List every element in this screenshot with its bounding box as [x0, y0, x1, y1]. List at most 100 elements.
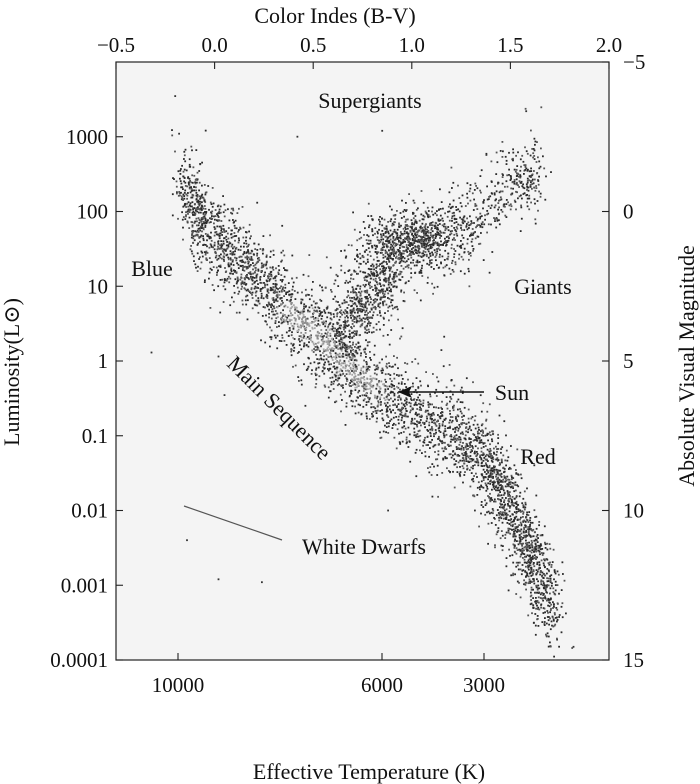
data-point	[266, 288, 269, 291]
data-point	[517, 504, 519, 506]
data-point	[192, 230, 195, 232]
data-point	[307, 309, 309, 312]
data-point	[491, 499, 493, 501]
data-point	[408, 250, 411, 252]
data-point	[525, 571, 528, 574]
data-point	[280, 289, 283, 292]
data-point	[444, 457, 447, 460]
data-point	[345, 369, 347, 372]
data-point	[520, 473, 522, 476]
data-point	[437, 380, 440, 383]
data-point	[314, 324, 317, 326]
data-point	[554, 623, 557, 626]
data-point	[182, 238, 184, 241]
data-point	[502, 466, 505, 469]
data-point	[383, 273, 386, 276]
data-point	[388, 266, 391, 269]
data-point	[493, 471, 496, 474]
data-point	[443, 419, 446, 421]
data-point	[339, 344, 341, 346]
data-point	[253, 242, 256, 245]
data-point	[320, 329, 323, 331]
data-point	[405, 228, 407, 230]
data-point	[496, 531, 499, 533]
data-point	[534, 557, 537, 560]
data-point	[286, 321, 289, 323]
data-point	[507, 499, 510, 502]
data-point	[276, 326, 278, 328]
data-point	[460, 423, 463, 426]
data-point	[532, 569, 535, 571]
data-point	[232, 259, 234, 262]
data-point	[280, 260, 283, 263]
data-point	[204, 244, 207, 246]
data-point	[471, 450, 473, 452]
data-point	[429, 244, 431, 246]
data-point	[350, 277, 352, 280]
data-point	[479, 441, 482, 444]
data-point	[392, 307, 394, 310]
data-point	[409, 230, 412, 233]
data-point	[182, 205, 185, 208]
data-point	[382, 304, 385, 307]
data-point	[444, 456, 447, 458]
data-point	[314, 310, 317, 313]
data-point	[432, 292, 434, 295]
data-point	[299, 313, 301, 316]
data-point	[376, 368, 379, 371]
data-point	[515, 552, 518, 555]
data-point	[451, 262, 453, 264]
data-point	[414, 215, 417, 217]
data-point	[306, 293, 309, 296]
data-point	[503, 494, 505, 496]
data-point	[454, 438, 456, 440]
data-point	[365, 339, 367, 342]
data-point	[429, 466, 432, 468]
data-point	[496, 457, 499, 459]
data-point	[502, 514, 505, 517]
data-point	[322, 366, 325, 369]
data-point	[326, 341, 329, 344]
data-point	[384, 249, 387, 252]
data-point	[390, 380, 393, 383]
data-point	[383, 391, 386, 394]
data-point	[229, 257, 232, 260]
data-point	[497, 459, 500, 461]
data-point	[364, 313, 366, 316]
data-point	[216, 248, 219, 251]
data-point	[392, 365, 394, 368]
data-point	[188, 216, 191, 219]
data-point	[303, 344, 306, 346]
data-point	[262, 306, 265, 308]
data-point	[397, 391, 399, 394]
data-point	[412, 217, 415, 220]
data-point	[336, 361, 339, 364]
data-point	[484, 458, 487, 461]
data-point	[231, 296, 233, 299]
data-point	[193, 239, 196, 242]
data-point	[217, 214, 219, 217]
data-point	[409, 411, 411, 414]
data-point	[527, 521, 530, 523]
data-point	[388, 254, 390, 257]
data-point	[365, 372, 367, 374]
data-point	[535, 556, 537, 558]
data-point	[483, 464, 486, 467]
data-point	[361, 255, 364, 258]
data-point	[268, 312, 270, 315]
data-point	[456, 419, 458, 422]
data-point	[203, 251, 206, 253]
data-point	[274, 283, 277, 286]
data-point	[315, 334, 317, 337]
data-point	[276, 312, 278, 315]
data-point	[473, 419, 476, 422]
data-point	[245, 267, 248, 270]
data-point	[419, 449, 421, 452]
data-point	[465, 427, 467, 429]
data-point	[261, 265, 264, 267]
data-point	[480, 441, 483, 444]
data-point	[363, 320, 366, 323]
data-point	[458, 438, 460, 441]
data-point	[448, 453, 451, 456]
data-point	[254, 267, 257, 269]
